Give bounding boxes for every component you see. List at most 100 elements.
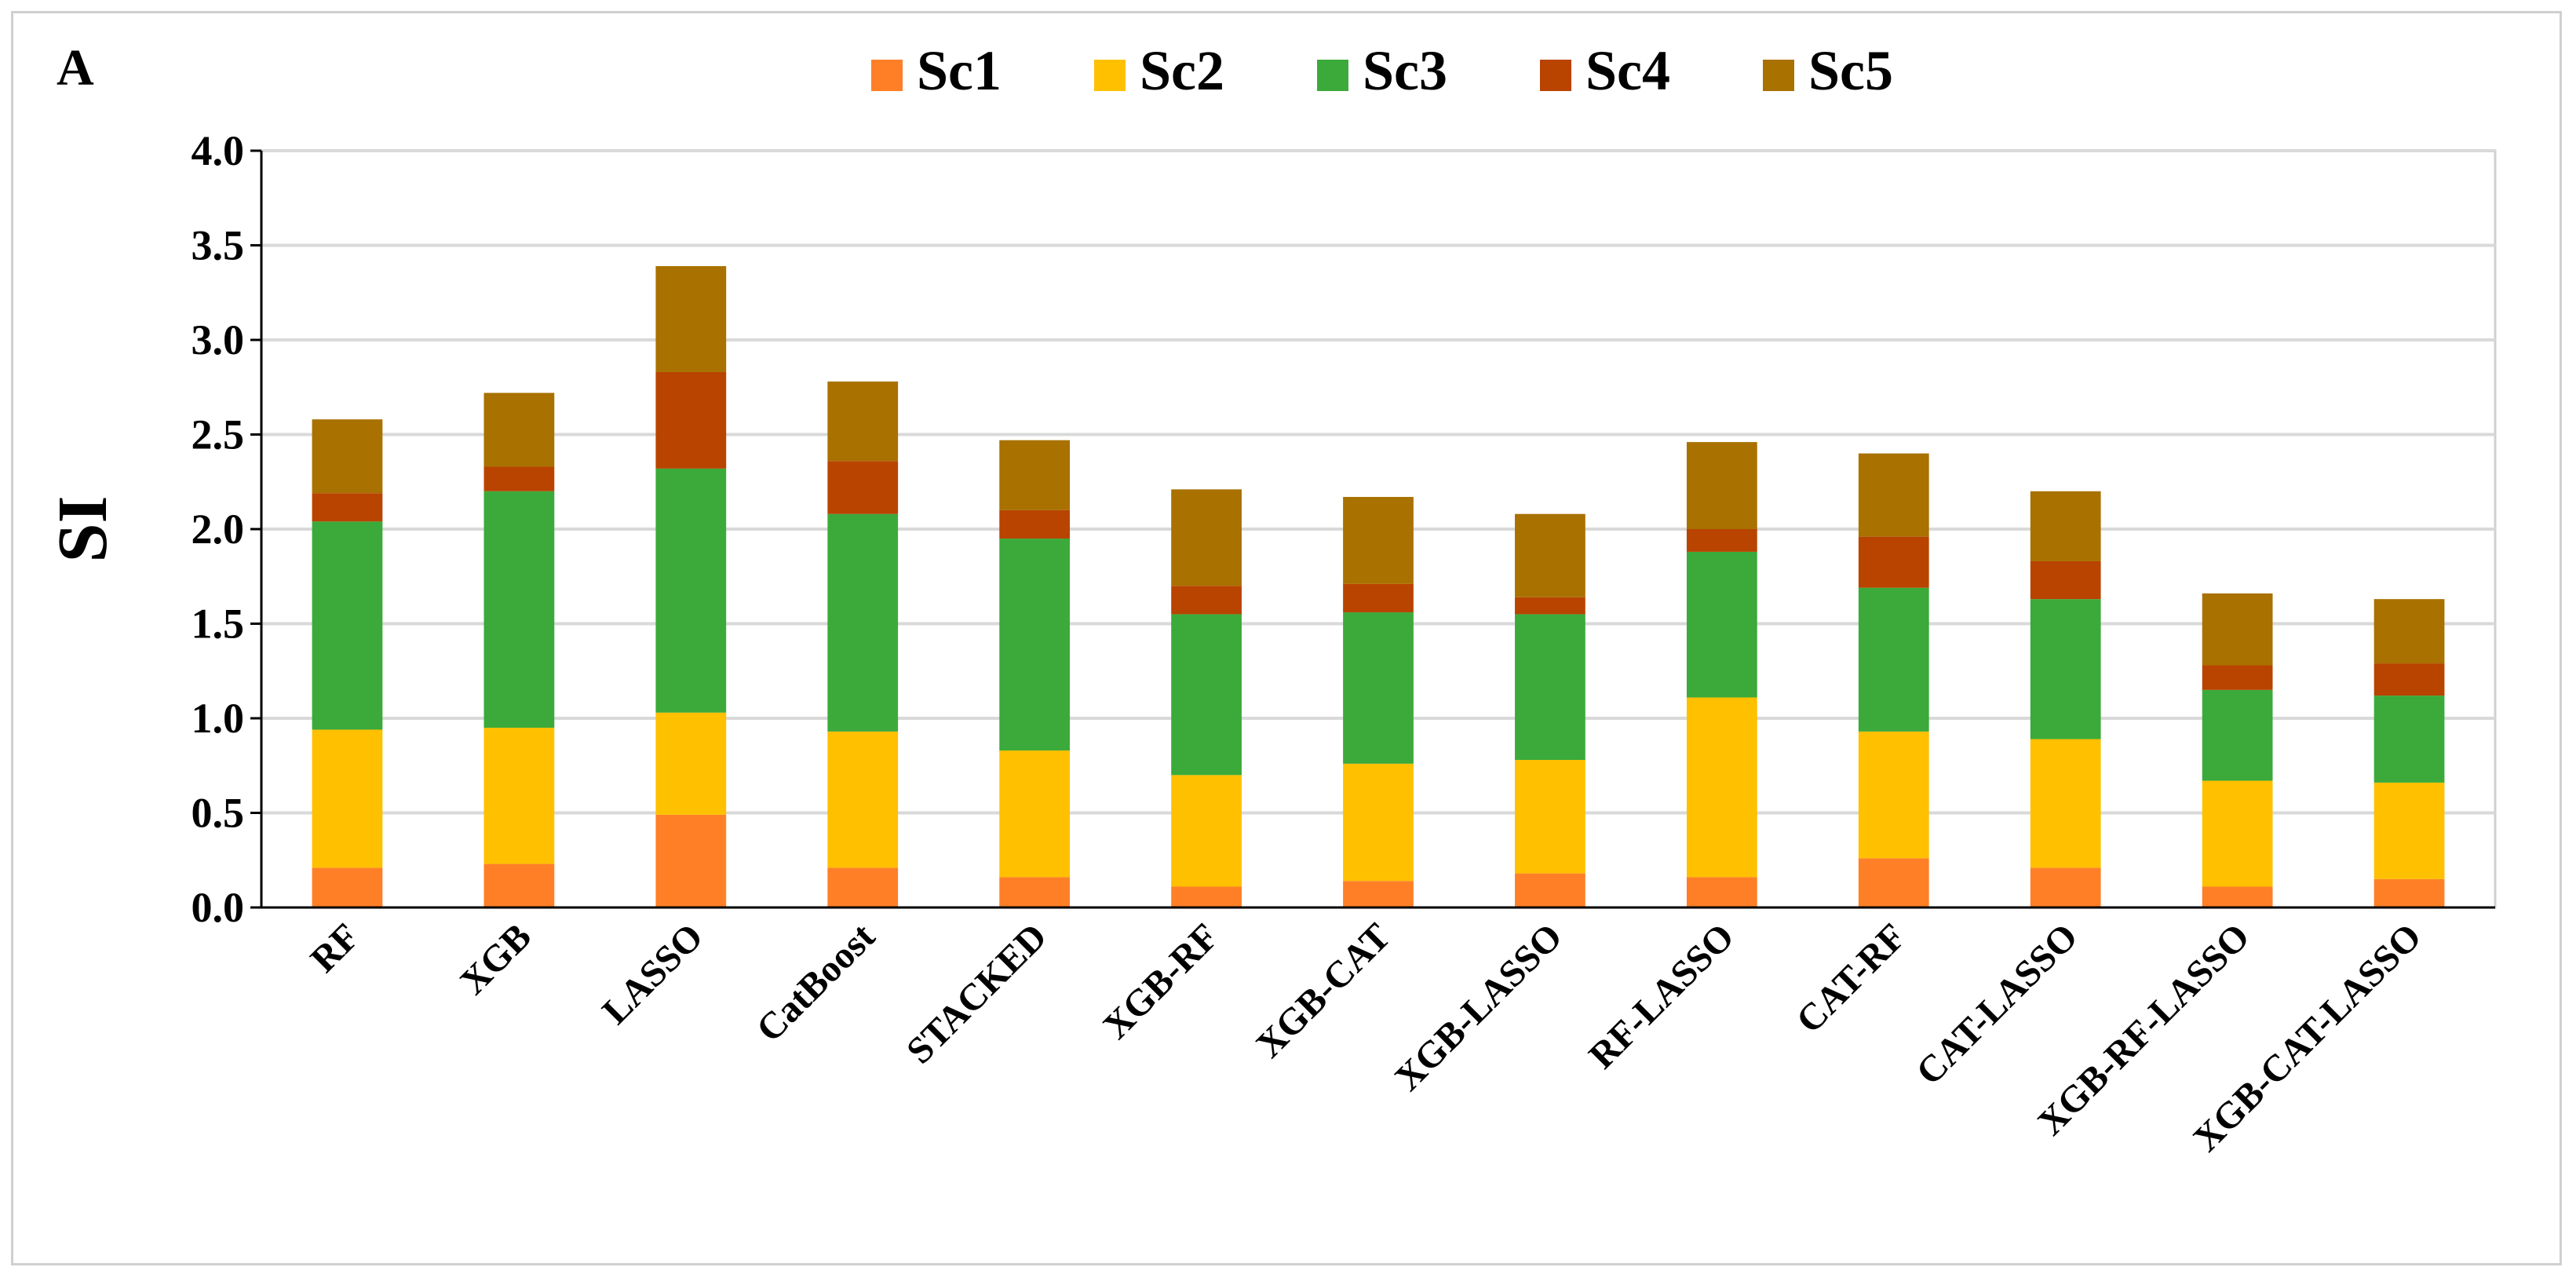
bar-sc2-catboost [827,731,899,868]
x-tick-label: XGB [452,915,539,1002]
bar-sc1-xgb-cat-lasso [2373,878,2445,907]
bar-sc2-xgb-cat [1343,763,1414,882]
legend-item-sc4: Sc4 [1540,39,1670,102]
y-tick-label: 2.5 [192,411,245,458]
legend-swatch [1763,60,1794,91]
bars [312,266,2445,907]
panel-label: A [57,39,94,97]
bar-sc2-stacked [999,750,1071,878]
bar-stack-stacked [999,440,1071,907]
legend-item-sc2: Sc2 [1094,39,1224,102]
bar-sc1-xgb-rf [1171,886,1242,907]
bar-sc1-xgb-lasso [1515,873,1585,907]
bar-sc3-xgb-cat [1343,612,1414,764]
bar-sc2-cat-lasso [2030,739,2101,868]
x-tick-label: XGB-LASSO [1387,915,1571,1099]
bar-sc1-catboost [827,867,899,907]
legend-label: Sc2 [1140,39,1224,102]
bar-stack-lasso [655,266,727,907]
y-axis-label: SI [44,495,122,562]
y-tick-label: 0.0 [192,884,245,931]
x-tick-label: XGB-CAT [1248,915,1398,1065]
bar-sc1-cat-rf [1858,858,1929,907]
bar-sc1-xgb-cat [1343,881,1414,907]
bar-sc5-xgb-cat-lasso [2373,599,2445,664]
bar-sc3-xgb-lasso [1515,614,1585,761]
bar-sc3-xgb [483,491,555,728]
bar-sc1-xgb [483,864,555,907]
x-tick-label: STACKED [899,915,1055,1072]
bar-sc3-xgb-rf [1171,614,1242,776]
y-tick-label: 1.5 [192,601,245,648]
legend-item-sc5: Sc5 [1763,39,1893,102]
bar-sc4-rf [312,493,383,522]
legend: Sc1 Sc2 Sc3 Sc4 Sc5 [871,39,1893,102]
bar-sc5-lasso [655,266,727,372]
bar-sc4-xgb-cat-lasso [2373,663,2445,696]
y-tick-label: 3.5 [192,222,245,269]
bar-sc5-xgb [483,393,555,467]
bar-sc3-rf-lasso [1686,551,1757,698]
y-axis: 0.0 0.5 1.0 1.5 2.0 2.5 3.0 3.5 4.0 [192,127,263,931]
bar-sc1-cat-lasso [2030,867,2101,907]
bar-stack-rf [312,419,383,907]
bar-sc5-xgb-lasso [1515,513,1585,597]
bar-sc4-cat-lasso [2030,560,2101,600]
bar-sc3-cat-rf [1858,587,1929,732]
bar-sc3-xgb-rf-lasso [2202,689,2273,781]
bar-stack-catboost [827,382,899,907]
bar-stack-xgb-rf-lasso [2202,593,2273,907]
bar-sc1-rf [312,867,383,907]
bar-sc5-xgb-cat [1343,497,1414,584]
bar-sc4-xgb-rf [1171,586,1242,615]
bar-sc5-stacked [999,440,1071,510]
y-tick-label: 0.5 [192,790,245,837]
bar-sc1-xgb-rf-lasso [2202,886,2273,907]
bar-sc2-xgb-cat-lasso [2373,782,2445,879]
legend-label: Sc4 [1585,39,1670,102]
bar-stack-xgb-cat [1343,497,1414,907]
x-tick-label: LASSO [594,915,711,1032]
legend-item-sc3: Sc3 [1317,39,1447,102]
legend-swatch [871,60,903,91]
bar-sc2-cat-rf [1858,731,1929,859]
legend-swatch [1540,60,1571,91]
bar-stack-cat-lasso [2030,491,2101,907]
y-tick-label: 2.0 [192,506,245,553]
bar-sc4-xgb [483,466,555,491]
x-tick-label: CAT-RF [1788,915,1914,1041]
bar-sc2-rf-lasso [1686,697,1757,878]
bar-sc4-xgb-lasso [1515,597,1585,615]
bar-sc1-lasso [655,814,727,907]
bar-sc3-xgb-cat-lasso [2373,696,2445,783]
bar-sc2-lasso [655,712,727,815]
bar-sc4-lasso [655,371,727,469]
bar-sc3-rf [312,521,383,730]
bar-sc3-stacked [999,539,1071,750]
bar-sc5-rf-lasso [1686,442,1757,529]
legend-label: Sc1 [917,39,1002,102]
bar-stack-xgb-lasso [1515,513,1585,907]
bar-sc2-rf [312,729,383,868]
x-tick-label: CatBoost [749,915,883,1050]
y-tick-label: 3.0 [192,316,245,363]
bar-sc4-stacked [999,509,1071,539]
bar-sc4-cat-rf [1858,536,1929,588]
bar-stack-xgb-cat-lasso [2373,599,2445,907]
bar-sc4-xgb-cat [1343,583,1414,613]
bar-sc5-rf [312,419,383,494]
bar-stack-xgb [483,393,555,907]
x-tick-label: CAT-LASSO [1908,915,2085,1093]
y-tick-label: 4.0 [192,127,245,174]
x-tick-label: RF-LASSO [1581,915,1742,1076]
bar-stack-rf-lasso [1686,442,1757,907]
x-tick-label: RF [303,915,368,980]
bar-sc4-rf-lasso [1686,529,1757,552]
legend-swatch [1317,60,1348,91]
bar-sc5-cat-rf [1858,453,1929,537]
x-tick-label: XGB-RF [1095,915,1227,1047]
bar-sc2-xgb-rf [1171,775,1242,887]
bar-sc5-xgb-rf [1171,489,1242,586]
legend-label: Sc5 [1808,39,1893,102]
